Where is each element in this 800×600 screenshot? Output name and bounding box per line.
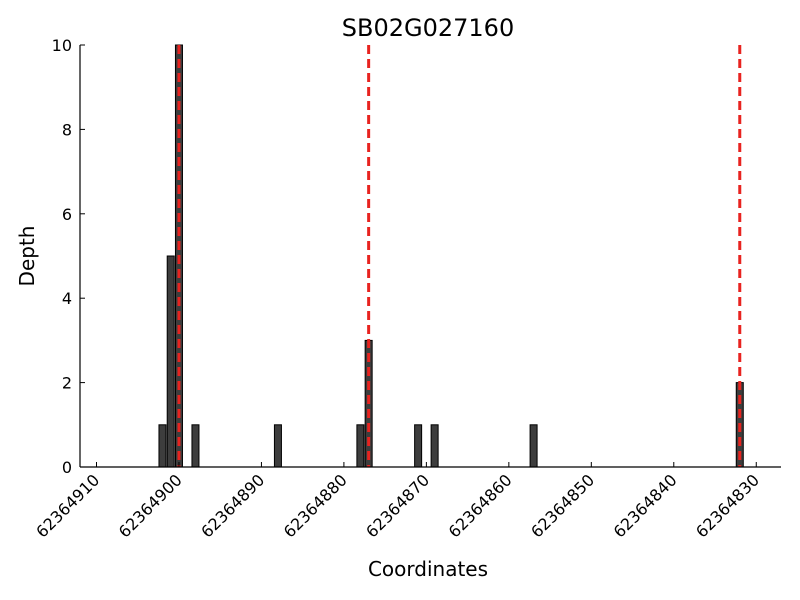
bar-1 [166,255,175,468]
chart-title: SB02G027160 [342,14,514,42]
x-axis-label: Coordinates [368,557,488,581]
x-tick-label-0: 62364910 [32,470,103,541]
y-tick-label-1: 2 [62,374,72,393]
x-tick-label-4: 62364870 [362,470,433,541]
y-tick-label-4: 8 [62,120,72,139]
bar-7 [414,424,423,468]
bar-0 [158,424,167,468]
bar-9 [529,424,538,468]
bar-3 [191,424,200,468]
y-tick-label-0: 0 [62,458,72,477]
markers-group [177,45,742,467]
bar-5 [356,424,365,468]
bar-4 [273,424,282,468]
x-tick-label-8: 62364830 [692,470,763,541]
y-tick-label-3: 6 [62,205,72,224]
y-ticks-group: 0 2 4 6 8 10 [52,36,85,477]
y-tick-label-5: 10 [52,36,72,55]
y-axis-label: Depth [15,226,39,287]
plot-area: 0 2 4 6 8 10 62364910 62364900 62364890 62364880… [32,36,781,541]
x-tick-label-1: 62364900 [115,470,186,541]
x-tick-label-6: 62364850 [527,470,598,541]
x-tick-label-7: 62364840 [610,470,681,541]
bar-8 [430,424,439,468]
x-tick-label-5: 62364860 [445,470,516,541]
x-tick-label-3: 62364880 [280,470,351,541]
y-tick-label-2: 4 [62,289,72,308]
x-ticks-group: 62364910 62364900 62364890 62364880 62364870… [32,462,763,541]
bars-group [158,44,744,468]
x-tick-label-2: 62364890 [197,470,268,541]
